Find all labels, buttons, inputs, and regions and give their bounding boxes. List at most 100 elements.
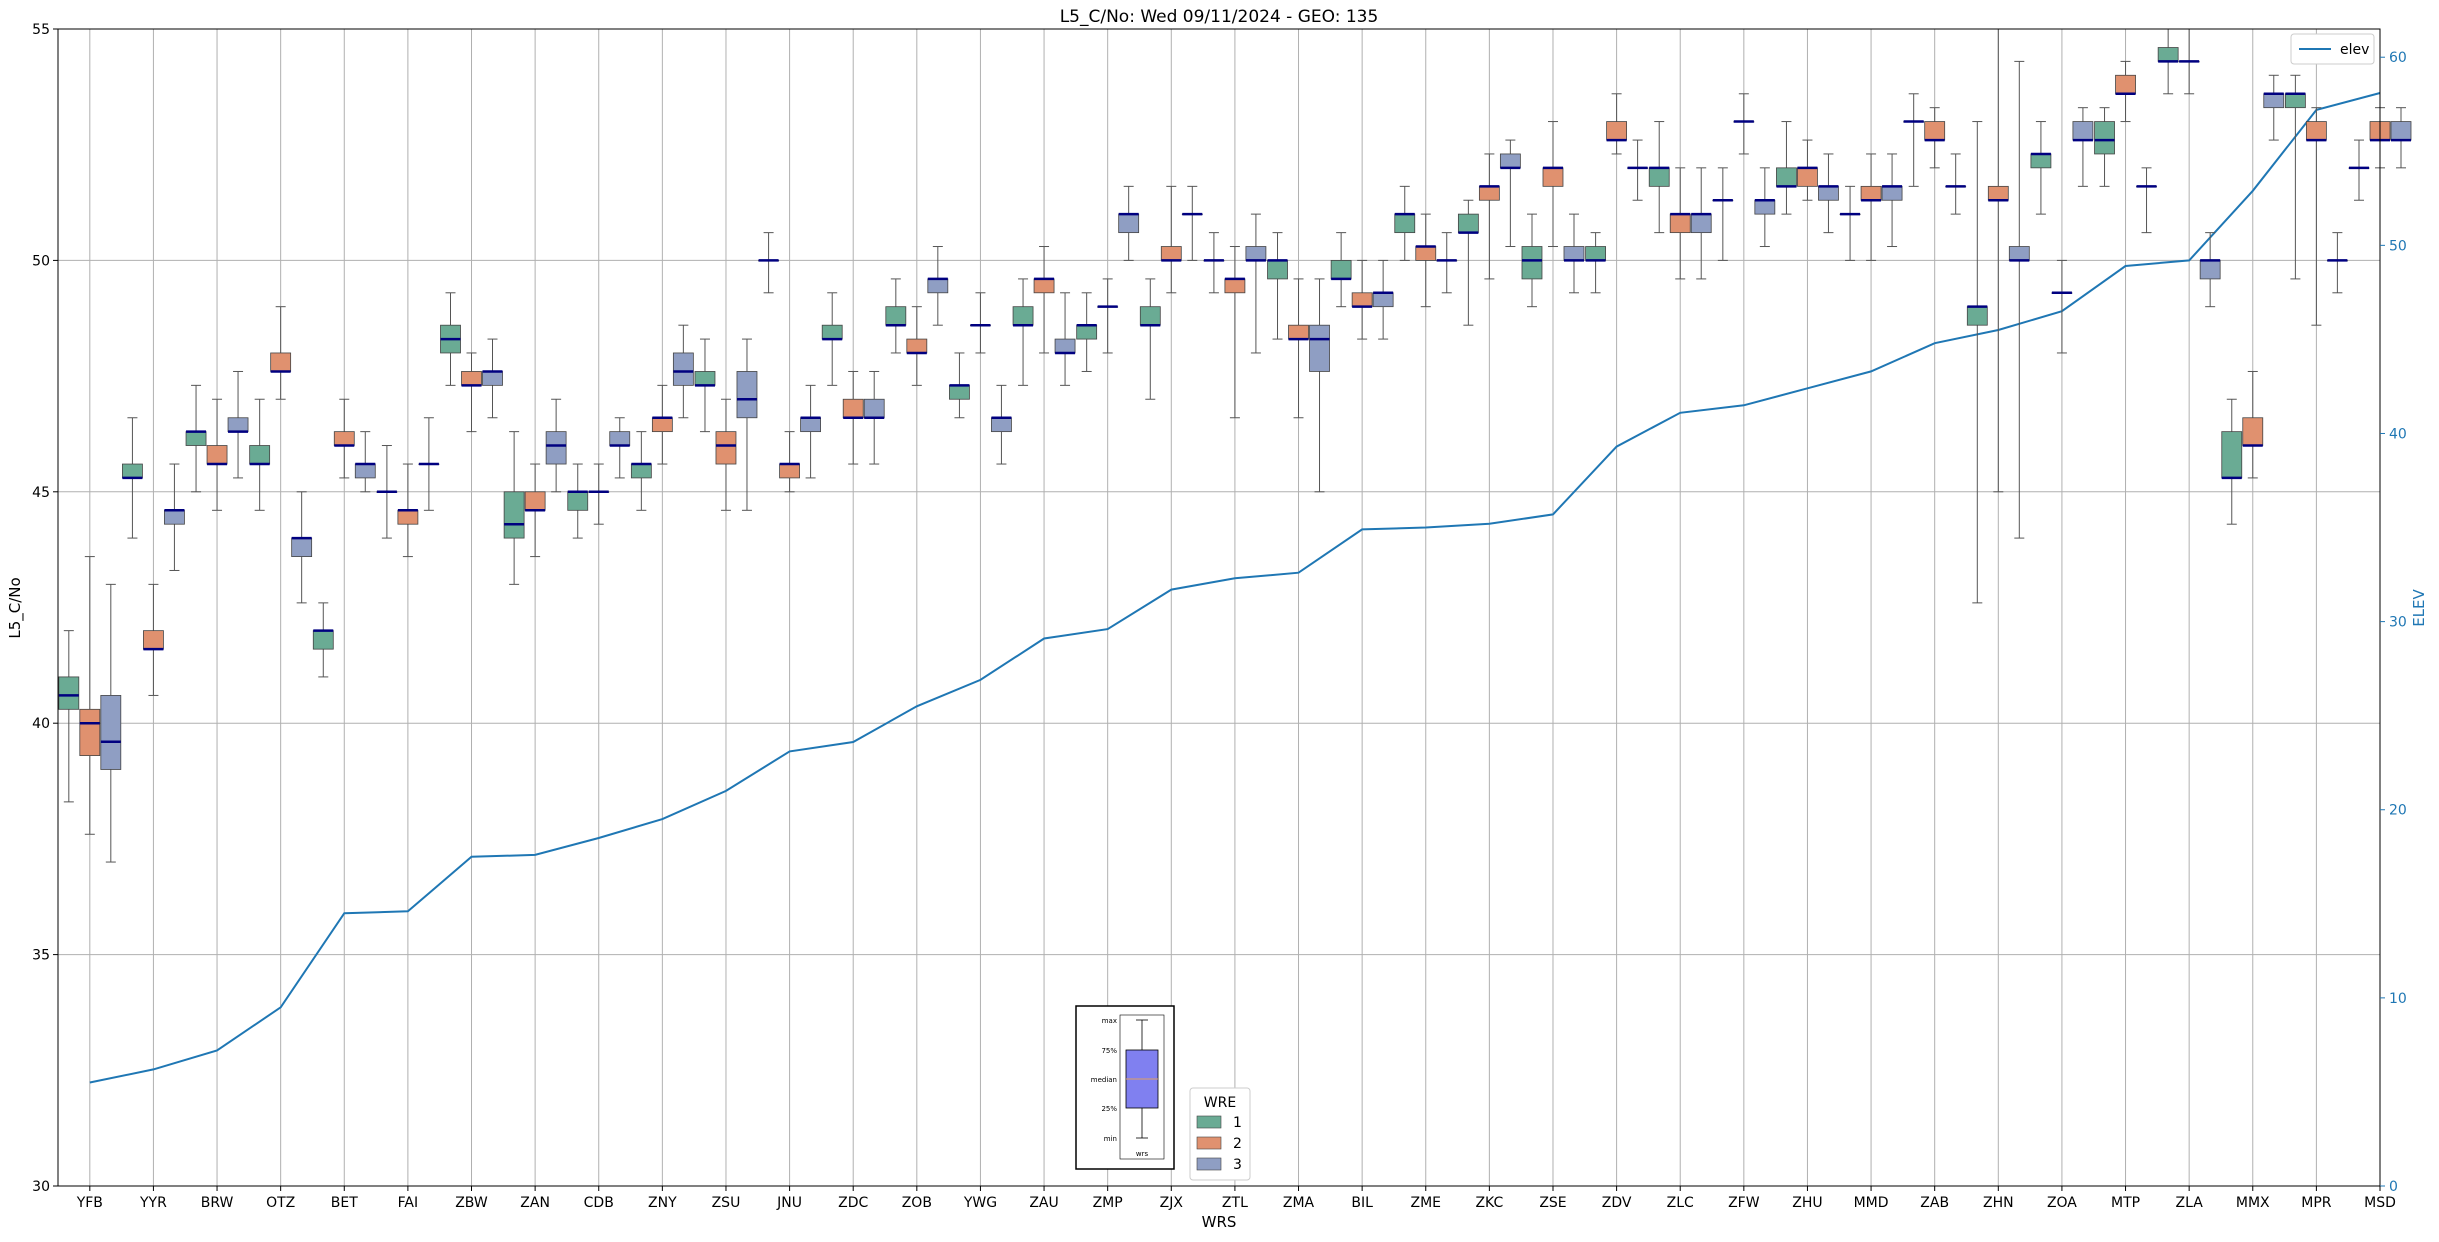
box-fai-wre1	[376, 445, 398, 539]
box-iqr	[949, 384, 970, 400]
x-axis: YFB YYR BRW OTZ BET FAI ZBW ZAN CDB ZNY ZSU JNU ZDC Z…	[76, 1186, 2396, 1211]
x-tick-label: ZKC	[1475, 1195, 1503, 1211]
box-iqr	[227, 417, 249, 433]
box-iqr	[79, 708, 101, 756]
x-tick-label: ZFW	[1728, 1195, 1760, 1211]
box-ywg-wre3	[991, 384, 1012, 465]
x-tick-label: ZAU	[1029, 1195, 1058, 1211]
y-tick-label: 45	[32, 485, 50, 501]
box-otz-wre2	[270, 306, 292, 400]
box-mmx-wre3	[2263, 74, 2285, 141]
box-iqr	[906, 338, 928, 354]
box-zan-wre1	[503, 431, 525, 585]
box-zau-wre3	[1054, 292, 1076, 386]
wre-legend-label: 3	[1233, 1157, 1242, 1173]
box-iqr	[312, 630, 334, 650]
box-zdv-wre2	[1606, 93, 1628, 155]
box-iqr	[2284, 93, 2306, 109]
box-bet-wre1	[312, 602, 334, 678]
box-zfw-wre1	[1712, 167, 1734, 261]
box-yfb-wre1	[58, 630, 80, 803]
y-axis-right: 0 10 20 30 40 50 60	[2380, 50, 2407, 1195]
y-tick-label: 40	[32, 716, 50, 732]
box-otz-wre1	[249, 398, 271, 511]
box-mtp-wre3	[2136, 167, 2157, 234]
x-tick-label: MMX	[2236, 1195, 2270, 1211]
box-iqr	[1394, 213, 1416, 234]
box-iqr	[1012, 306, 1034, 326]
box-msd-wre1	[2348, 139, 2370, 201]
x-tick-label: ZLC	[1667, 1195, 1694, 1211]
box-zkc-wre3	[1499, 139, 1521, 248]
box-fai-wre2	[397, 463, 419, 558]
x-tick-label: JNU	[776, 1195, 802, 1211]
box-jnu-wre3	[800, 384, 821, 479]
box-zhn-wre1	[1966, 121, 1988, 604]
box-iqr	[2390, 121, 2412, 141]
elev-legend: elev	[2290, 33, 2375, 65]
box-ywg-wre2	[970, 292, 991, 354]
box-zme-wre2	[1415, 213, 1437, 308]
box-bil-wre1	[1330, 232, 1352, 308]
box-zbw-wre1	[440, 292, 461, 386]
box-mpr-wre1	[2284, 74, 2306, 280]
box-iqr	[736, 371, 758, 419]
box-iqr	[143, 630, 164, 650]
box-yyr-wre3	[164, 463, 185, 571]
box-key-label-q3: 75%	[1101, 1047, 1117, 1055]
box-iqr	[885, 306, 907, 326]
box-iqr	[1478, 185, 1500, 201]
y-right-tick-label: 60	[2389, 50, 2407, 66]
x-tick-label: ZAB	[1920, 1195, 1949, 1211]
box-iqr	[524, 491, 546, 511]
box-zny-wre2	[651, 384, 673, 465]
box-iqr	[2030, 153, 2052, 169]
box-iqr	[164, 509, 185, 525]
box-iqr	[2157, 47, 2179, 62]
box-iqr	[1288, 324, 1309, 340]
box-iqr	[1054, 338, 1076, 354]
box-key-xlabel: wrs	[1136, 1150, 1149, 1158]
box-iqr	[2242, 417, 2264, 446]
box-iqr	[1818, 185, 1839, 201]
box-zmp-wre2	[1097, 278, 1119, 354]
x-tick-label: ZNY	[648, 1195, 677, 1211]
box-zla-wre3	[2199, 232, 2221, 308]
box-zdv-wre1	[1585, 232, 1607, 294]
box-iqr	[1351, 292, 1373, 308]
box-otz-wre3	[291, 491, 313, 604]
x-tick-label: ZMP	[1093, 1195, 1123, 1211]
box-iqr	[2008, 246, 2030, 261]
x-tick-label: OTZ	[266, 1195, 295, 1211]
box-mtp-wre1	[2094, 107, 2115, 187]
box-brw-wre2	[206, 398, 228, 511]
box-zau-wre1	[1012, 278, 1034, 386]
box-iqr	[2199, 259, 2221, 280]
box-zoa-wre3	[2072, 107, 2094, 187]
box-iqr	[672, 352, 694, 386]
x-tick-label: ZJX	[1160, 1195, 1184, 1211]
x-tick-label: MMD	[1854, 1195, 1889, 1211]
box-zfw-wre2	[1733, 93, 1755, 155]
y-right-tick-label: 30	[2389, 615, 2407, 631]
box-iqr	[1797, 167, 1818, 187]
box-zau-wre2	[1033, 246, 1055, 354]
box-zme-wre3	[1436, 232, 1458, 294]
wre-legend-swatch	[1196, 1136, 1222, 1150]
y-right-tick-label: 40	[2389, 426, 2407, 442]
box-iqr	[2115, 74, 2136, 95]
box-iqr	[1585, 246, 1607, 261]
box-zma-wre3	[1309, 278, 1330, 493]
box-zse-wre1	[1521, 213, 1543, 308]
box-iqr	[779, 463, 800, 479]
box-zmp-wre1	[1076, 292, 1098, 372]
box-mtp-wre2	[2115, 60, 2136, 123]
wre-legend-swatch	[1196, 1115, 1222, 1129]
box-iqr	[715, 431, 737, 465]
x-tick-label: MSD	[2364, 1195, 2396, 1211]
box-iqr	[545, 431, 567, 465]
box-iqr	[1415, 246, 1437, 261]
box-iqr	[1776, 167, 1797, 187]
box-iqr	[1160, 246, 1182, 261]
box-iqr	[821, 324, 843, 340]
